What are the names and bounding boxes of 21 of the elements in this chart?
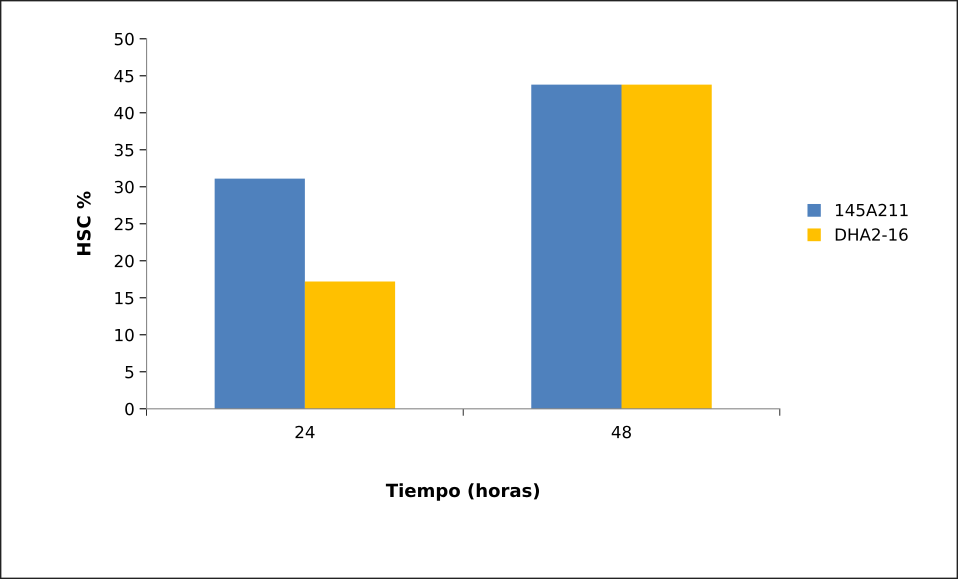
x-tick-label: 48: [612, 426, 631, 438]
y-tick-label: 30: [114, 180, 134, 194]
y-tick-label: 0: [125, 402, 134, 416]
y-tick-label: 25: [114, 218, 134, 230]
bar: [304, 282, 396, 409]
y-tick-label: 5: [125, 366, 134, 378]
x-tick-label: 24: [296, 426, 315, 438]
y-tick-label: 35: [114, 144, 134, 156]
y-axis-title: HSC %: [76, 191, 91, 255]
bar: [214, 178, 305, 409]
legend-label: 145A211: [836, 204, 908, 216]
y-tick-label: 45: [114, 70, 134, 82]
y-tick-label: 20: [114, 254, 134, 268]
y-tick-label: 40: [114, 106, 134, 120]
y-tick-label: 50: [114, 32, 134, 46]
x-axis-title: Tiempo (horas): [386, 483, 540, 501]
legend-label: DHA2-16: [836, 228, 908, 241]
bar: [622, 84, 712, 409]
y-tick-label: 15: [115, 292, 134, 304]
bar: [531, 84, 622, 409]
y-tick-label: 10: [115, 328, 134, 342]
